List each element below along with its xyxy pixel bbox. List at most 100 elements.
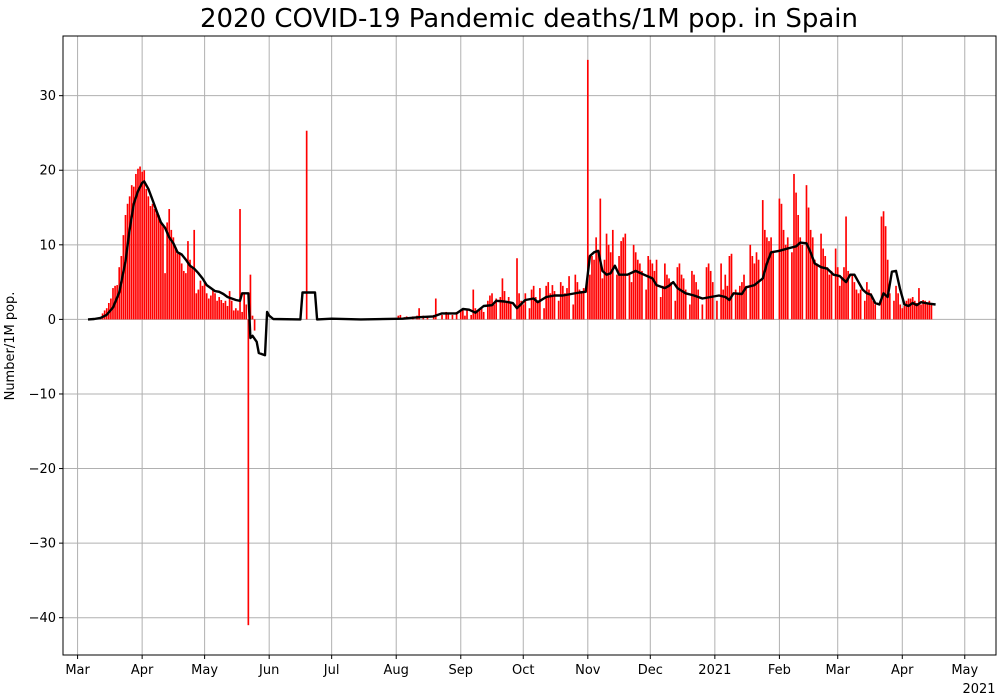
bar [472, 289, 475, 320]
bar [197, 289, 200, 320]
bar [143, 170, 146, 320]
bar [616, 274, 618, 320]
bar [160, 222, 162, 320]
bar [212, 289, 214, 320]
bar [247, 319, 250, 626]
bar [210, 295, 212, 320]
bar [874, 304, 877, 320]
bar [576, 282, 579, 320]
bar [189, 259, 191, 320]
bar [924, 300, 927, 320]
bar [305, 130, 308, 320]
bar [701, 304, 704, 320]
bar [582, 288, 585, 320]
bar [232, 310, 235, 320]
bar [516, 258, 518, 320]
bar [418, 308, 420, 320]
bar [201, 285, 204, 320]
bar [578, 289, 581, 320]
bar [784, 244, 787, 320]
bar [649, 259, 652, 320]
bar [676, 267, 679, 320]
bar [728, 256, 731, 320]
bar [730, 253, 733, 320]
x-tick-label: Mar [825, 663, 850, 678]
bar [766, 237, 768, 320]
y-tick-label: 30 [39, 89, 56, 104]
bar [553, 291, 556, 320]
x-tick-label: Nov [575, 663, 601, 678]
bar [888, 293, 891, 320]
bar [726, 285, 729, 320]
bar [736, 293, 739, 320]
grid-layer [63, 36, 996, 655]
bar [214, 293, 216, 320]
bar [605, 233, 608, 320]
bar [547, 282, 550, 320]
bar-series [91, 59, 933, 626]
bar [489, 295, 491, 320]
x-tick-label: Apr [891, 663, 914, 678]
bar [830, 270, 833, 320]
bar [632, 244, 635, 320]
bar [597, 252, 600, 320]
bar [753, 263, 756, 320]
x-tick-label: May [191, 663, 218, 678]
bar [595, 237, 597, 320]
bar [166, 222, 168, 320]
bar [684, 289, 687, 320]
bar [624, 233, 627, 320]
bar [228, 291, 231, 320]
bar [772, 252, 774, 320]
bar [655, 259, 658, 320]
y-tick-label: −30 [29, 537, 56, 552]
bar [697, 289, 700, 320]
bar [191, 267, 193, 320]
bar [205, 293, 208, 320]
bar [678, 263, 681, 320]
bar [445, 311, 448, 320]
bar [770, 237, 772, 320]
bar [659, 297, 662, 320]
y-tick-label: 0 [48, 313, 56, 328]
bar [786, 237, 789, 320]
bar [670, 282, 672, 320]
bar [128, 196, 131, 320]
bar [734, 289, 737, 320]
bar [645, 289, 647, 320]
bar [193, 229, 196, 320]
bar [903, 305, 906, 320]
y-tick-label: −20 [29, 462, 56, 477]
bar [761, 200, 764, 320]
x-tick-label: Aug [384, 663, 409, 678]
bar [145, 188, 148, 320]
bar [647, 256, 650, 320]
plot-frame [62, 35, 997, 656]
bar [222, 302, 225, 320]
x-axis-year-label: 2021 [962, 682, 995, 697]
bar [572, 304, 575, 320]
bar [651, 263, 654, 320]
bar [505, 300, 508, 320]
bar [755, 252, 758, 320]
bar [868, 289, 870, 320]
bar [757, 259, 760, 320]
bar [911, 297, 914, 320]
bar [797, 214, 799, 320]
bar [926, 302, 929, 320]
bar [451, 314, 454, 320]
bar [522, 304, 525, 320]
bar [653, 270, 656, 320]
bar [162, 226, 164, 320]
bar [168, 209, 171, 320]
bar [155, 213, 158, 320]
chart-title: 2020 COVID-19 Pandemic deaths/1M pop. in… [200, 4, 858, 34]
bar [674, 300, 677, 320]
bar [170, 229, 173, 320]
bar [149, 206, 152, 320]
x-tick-label: May [951, 663, 978, 678]
bar [464, 315, 466, 320]
bar [707, 263, 710, 320]
bar [768, 241, 770, 320]
